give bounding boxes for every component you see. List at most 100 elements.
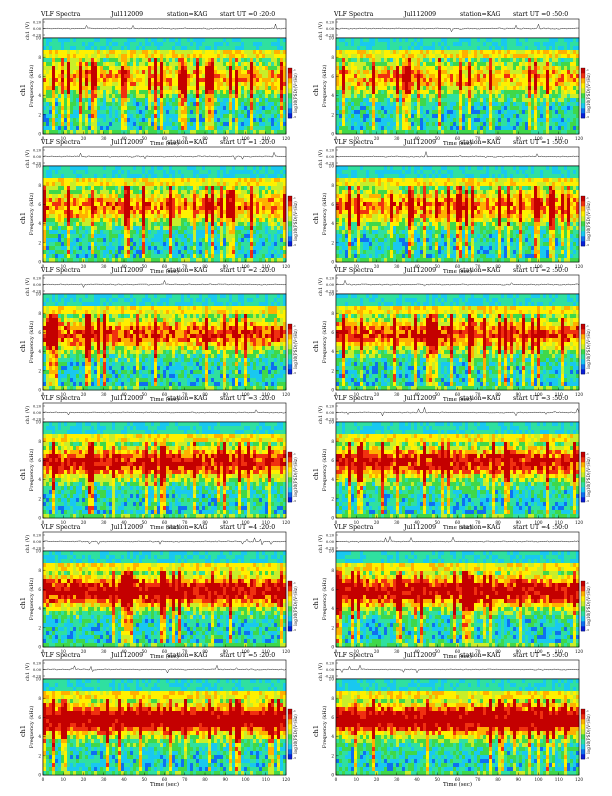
spectrogram-cell: [49, 238, 52, 242]
spectrogram-cell: [103, 78, 106, 82]
spectrogram-cell: [540, 70, 543, 74]
spectrogram-cell: [435, 42, 438, 46]
spectrogram-cell: [112, 198, 115, 202]
spectrogram-cell: [393, 78, 396, 82]
spectrogram-cell: [492, 74, 495, 78]
spectrogram-cell: [549, 70, 552, 74]
spectrogram-cell: [495, 126, 498, 130]
spectrogram-cell: [250, 58, 253, 62]
spectrogram-cell: [94, 102, 97, 106]
spectrogram-cell: [513, 126, 516, 130]
spectrogram-cell: [351, 118, 354, 122]
spectrogram-cell: [55, 122, 58, 126]
spectrogram-cell: [55, 222, 58, 226]
spectrogram-cell: [148, 54, 151, 58]
spectrogram-cell: [166, 82, 169, 86]
spectrogram-cell: [79, 94, 82, 98]
spectrogram-cell: [58, 190, 61, 194]
spectrogram-cell: [172, 42, 175, 46]
spectrogram-cell: [345, 82, 348, 86]
spectrogram-cell: [79, 234, 82, 238]
spectrogram-cell: [229, 66, 232, 70]
spectrogram-cell: [414, 130, 417, 134]
spectrogram-cell: [172, 82, 175, 86]
spectrogram-cell: [190, 114, 193, 118]
spectrogram-cell: [85, 130, 88, 134]
spectrogram-cell: [154, 202, 157, 206]
spectrogram-cell: [136, 198, 139, 202]
spectrogram-cell: [534, 98, 537, 102]
spectrogram-cell: [411, 122, 414, 126]
spectrogram-cell: [528, 46, 531, 50]
spectrogram-cell: [405, 118, 408, 122]
spectrogram-cell: [492, 94, 495, 98]
spectrogram-cell: [184, 46, 187, 50]
spectrogram-cell: [504, 46, 507, 50]
spectrogram-cell: [190, 62, 193, 66]
spectrogram-cell: [396, 86, 399, 90]
spectrogram-cell: [271, 118, 274, 122]
spectrogram-cell: [549, 38, 552, 42]
spectrogram-cell: [94, 198, 97, 202]
spectrogram-cell: [339, 78, 342, 82]
spectrogram-cell: [100, 250, 103, 254]
spectrogram-cell: [489, 86, 492, 90]
spectrogram-cell: [148, 174, 151, 178]
spectrogram-cell: [139, 90, 142, 94]
spectrogram-cell: [55, 82, 58, 86]
spectrogram-cell: [106, 234, 109, 238]
spectrogram-cell: [468, 86, 471, 90]
y-axis-label: Frequency (kHz): [28, 65, 35, 108]
spectrogram-cell: [175, 118, 178, 122]
spectrogram-cell: [121, 46, 124, 50]
spectrogram-cell: [97, 254, 100, 258]
spectrogram-cell: [190, 102, 193, 106]
spectrogram-cell: [214, 42, 217, 46]
spectrogram-cell: [549, 74, 552, 78]
spectrogram-cell: [196, 82, 199, 86]
spectrogram-cell: [52, 202, 55, 206]
spectrogram-cell: [88, 42, 91, 46]
spectrogram-cell: [46, 166, 49, 170]
spectrogram-cell: [402, 86, 405, 90]
spectrogram-cell: [399, 82, 402, 86]
spectrogram-cell: [360, 90, 363, 94]
spectrogram-cell: [522, 46, 525, 50]
spectrogram-cell: [55, 242, 58, 246]
spectrogram-cell: [61, 54, 64, 58]
spectrogram-cell: [70, 170, 73, 174]
spectrogram-cell: [555, 78, 558, 82]
spectrogram-cell: [115, 182, 118, 186]
spectrogram-cell: [43, 202, 46, 206]
spectrogram-cell: [157, 198, 160, 202]
spectrogram-cell: [564, 118, 567, 122]
spectrogram-cell: [429, 126, 432, 130]
spectrogram-cell: [513, 102, 516, 106]
spectrogram-cell: [103, 94, 106, 98]
spectrogram-cell: [142, 42, 145, 46]
spectrogram-cell: [555, 114, 558, 118]
spectrogram-cell: [49, 190, 52, 194]
spectrogram-cell: [411, 82, 414, 86]
spectrogram-cell: [52, 198, 55, 202]
spectrogram-cell: [429, 38, 432, 42]
spectrogram-cell: [235, 58, 238, 62]
spectrogram-cell: [552, 66, 555, 70]
spectrogram-cell: [211, 114, 214, 118]
spectrogram-cell: [163, 70, 166, 74]
spectrogram-cell: [136, 62, 139, 66]
spectrogram-cell: [109, 242, 112, 246]
spectrogram-cell: [525, 74, 528, 78]
spectrogram-cell: [504, 82, 507, 86]
spectrogram-cell: [124, 254, 127, 258]
spectrogram-cell: [160, 70, 163, 74]
spectrogram-cell: [70, 114, 73, 118]
spectrogram-cell: [552, 58, 555, 62]
spectrogram-cell: [67, 238, 70, 242]
spectrogram-cell: [166, 110, 169, 114]
spectrogram-cell: [52, 234, 55, 238]
spectrogram-cell: [336, 46, 339, 50]
spectrogram-cell: [175, 42, 178, 46]
spectrogram-cell: [109, 226, 112, 230]
spectrogram-cell: [133, 170, 136, 174]
